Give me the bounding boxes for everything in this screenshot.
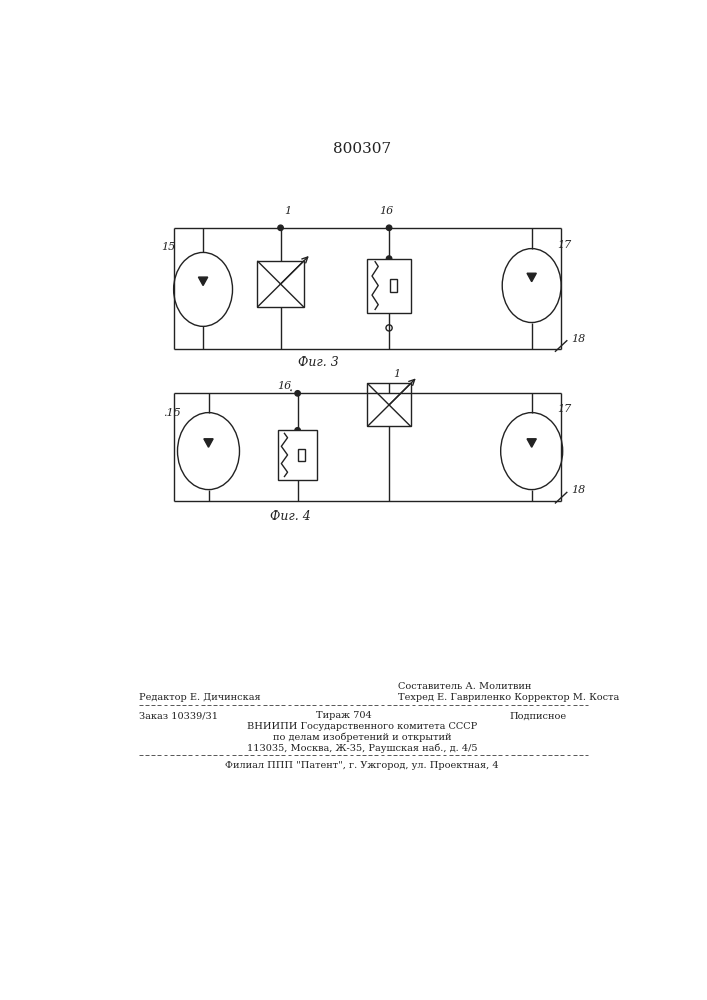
Text: Подписное: Подписное bbox=[509, 711, 566, 720]
Bar bbox=[298, 449, 305, 461]
Polygon shape bbox=[204, 439, 213, 447]
Text: Филиал ППП "Патент", г. Ужгород, ул. Проектная, 4: Филиал ППП "Патент", г. Ужгород, ул. Про… bbox=[225, 761, 498, 770]
Text: Фиг. 3: Фиг. 3 bbox=[298, 356, 339, 369]
Bar bbox=[257, 261, 304, 307]
Circle shape bbox=[386, 225, 392, 230]
Text: Составитель А. Молитвин: Составитель А. Молитвин bbox=[398, 682, 532, 691]
Polygon shape bbox=[527, 273, 537, 282]
Text: 18: 18 bbox=[571, 334, 585, 344]
Text: ВНИИПИ Государственного комитета СССР: ВНИИПИ Государственного комитета СССР bbox=[247, 722, 477, 731]
Text: 18: 18 bbox=[571, 485, 585, 495]
Text: Тираж 704: Тираж 704 bbox=[316, 711, 372, 720]
Bar bbox=[279, 430, 317, 480]
Circle shape bbox=[295, 391, 300, 396]
Circle shape bbox=[386, 325, 392, 331]
Text: 1: 1 bbox=[284, 206, 291, 216]
Bar bbox=[368, 259, 411, 312]
Bar bbox=[368, 383, 411, 426]
Text: 1: 1 bbox=[393, 369, 400, 379]
Ellipse shape bbox=[502, 249, 561, 323]
Text: 113035, Москва, Ж-35, Раушская наб., д. 4/5: 113035, Москва, Ж-35, Раушская наб., д. … bbox=[247, 744, 477, 753]
Polygon shape bbox=[199, 277, 208, 286]
Circle shape bbox=[386, 256, 392, 261]
Text: .15: .15 bbox=[163, 408, 181, 418]
Circle shape bbox=[278, 225, 284, 230]
Text: по делам изобретений и открытий: по делам изобретений и открытий bbox=[273, 733, 451, 742]
Ellipse shape bbox=[501, 413, 563, 490]
Text: Фиг. 4: Фиг. 4 bbox=[269, 510, 310, 523]
Bar bbox=[390, 279, 397, 292]
Circle shape bbox=[295, 428, 300, 433]
Ellipse shape bbox=[177, 413, 240, 490]
Text: 800307: 800307 bbox=[333, 142, 391, 156]
Text: 17: 17 bbox=[557, 240, 571, 250]
Text: 15: 15 bbox=[161, 242, 175, 252]
Text: Редактор Е. Дичинская: Редактор Е. Дичинская bbox=[139, 693, 260, 702]
Text: 17: 17 bbox=[557, 404, 571, 414]
Text: Заказ 10339/31: Заказ 10339/31 bbox=[139, 711, 218, 720]
Polygon shape bbox=[527, 439, 537, 447]
Text: 16: 16 bbox=[277, 381, 291, 391]
Text: 16: 16 bbox=[379, 206, 393, 216]
Text: Техред Е. Гавриленко Корректор М. Коста: Техред Е. Гавриленко Корректор М. Коста bbox=[398, 693, 619, 702]
Ellipse shape bbox=[174, 252, 233, 326]
